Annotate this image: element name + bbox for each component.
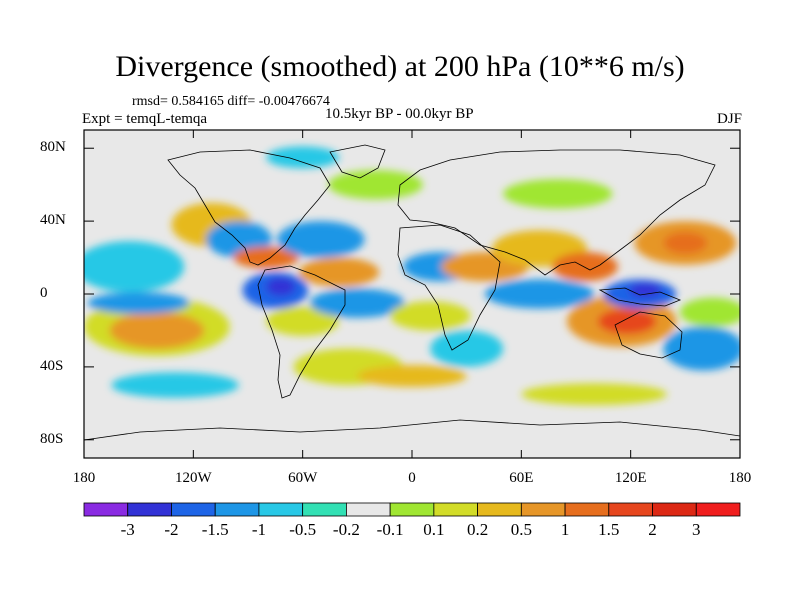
anomaly-region bbox=[309, 288, 405, 318]
anomaly-region bbox=[663, 232, 708, 254]
anomaly-region bbox=[628, 283, 662, 298]
colorbar-swatch bbox=[171, 502, 216, 517]
colorbar-tick-label: 0.2 bbox=[466, 520, 489, 539]
experiment-label: Expt = temqL-temqa bbox=[82, 111, 208, 127]
colorbar-swatch bbox=[477, 502, 522, 517]
lon-tick-label: 120W bbox=[174, 470, 212, 486]
colorbar-tick-label: -0.2 bbox=[332, 520, 360, 539]
map-frame bbox=[83, 129, 741, 459]
coastlines bbox=[84, 144, 740, 441]
period-label: 10.5kyr BP - 00.0kyr BP bbox=[325, 106, 474, 122]
rmsd-stats: rmsd= 0.584165 diff= -0.00476674 bbox=[132, 94, 330, 109]
anomaly-region bbox=[233, 246, 300, 269]
colorbar-swatch bbox=[520, 502, 566, 517]
colorbar-tick-label: -1.5 bbox=[201, 520, 229, 539]
colorbar-swatch bbox=[652, 502, 697, 517]
colorbar-tick-label: -2 bbox=[164, 520, 179, 539]
anomaly-region bbox=[266, 277, 296, 296]
colorbar-swatch bbox=[433, 502, 479, 517]
coast-eurasia bbox=[397, 149, 716, 276]
colorbar-swatch bbox=[214, 502, 260, 517]
colorbar-swatch bbox=[83, 502, 129, 517]
colorbar-swatch bbox=[389, 502, 435, 517]
coast-indonesia bbox=[598, 287, 682, 307]
coast-antarctica bbox=[84, 419, 740, 441]
anomaly-region bbox=[663, 326, 740, 371]
colorbar-swatch bbox=[127, 502, 172, 517]
colorbar-tick-label: -0.5 bbox=[289, 520, 317, 539]
lon-tick-label: 180 bbox=[72, 470, 96, 486]
coast-south-america bbox=[257, 265, 346, 399]
anomaly-region bbox=[87, 292, 190, 315]
colorbar-swatch bbox=[302, 502, 347, 517]
colorbar-tick-label: 3 bbox=[692, 520, 701, 539]
map-panel bbox=[83, 129, 741, 459]
anomaly-region bbox=[328, 170, 423, 200]
latitude-ticks bbox=[84, 147, 740, 441]
colorbar-tick-label: 0.1 bbox=[423, 520, 445, 539]
colorbar-tick-label: -1 bbox=[251, 520, 266, 539]
colorbar-swatch bbox=[564, 502, 610, 517]
colorbar-swatch bbox=[608, 502, 653, 517]
anomaly-region bbox=[109, 312, 205, 349]
anomaly-region bbox=[552, 252, 618, 282]
anomaly-region bbox=[266, 306, 340, 336]
colorbar-tick-label: -3 bbox=[120, 520, 135, 539]
anomaly-region bbox=[111, 372, 239, 398]
season-label: DJF bbox=[716, 111, 742, 127]
lat-tick-label: 40N bbox=[40, 212, 66, 229]
figure-title: Divergence (smoothed) at 200 hPa (10**6 … bbox=[115, 50, 685, 83]
lat-tick-label: 80N bbox=[40, 139, 66, 156]
colorbar-tick-label: 2 bbox=[648, 520, 657, 539]
lat-tick-label: 0 bbox=[40, 285, 48, 301]
colorbar-tick-label: -0.1 bbox=[376, 520, 404, 539]
anomaly-region bbox=[357, 365, 467, 387]
anomaly-region bbox=[84, 241, 185, 293]
anomaly-region bbox=[390, 301, 471, 331]
lon-tick-label: 60E bbox=[509, 470, 534, 486]
lon-tick-label: 0 bbox=[408, 470, 416, 486]
lat-tick-label: 80S bbox=[40, 430, 64, 447]
lon-tick-label: 120E bbox=[614, 470, 647, 486]
colorbar bbox=[83, 502, 741, 517]
anomaly-region bbox=[679, 297, 740, 327]
coast-africa bbox=[397, 224, 501, 351]
colorbar-tick-label: 1.5 bbox=[598, 520, 620, 539]
colorbar-swatch bbox=[695, 502, 741, 517]
colorbar-tick-label: 0.5 bbox=[510, 520, 532, 539]
anomaly-region bbox=[484, 279, 595, 309]
divergence-field bbox=[84, 146, 740, 406]
anomaly-region bbox=[299, 257, 380, 287]
lon-tick-label: 180 bbox=[728, 470, 752, 486]
anomaly-region bbox=[597, 308, 657, 335]
coast-greenland bbox=[329, 144, 386, 179]
colorbar-swatch bbox=[345, 502, 391, 517]
colorbar-tick-label: 1 bbox=[560, 520, 570, 539]
anomaly-region bbox=[430, 330, 504, 367]
lat-tick-label: 40S bbox=[40, 357, 64, 374]
coast-north-america bbox=[167, 149, 331, 266]
coast-australia bbox=[614, 311, 683, 359]
anomaly-region bbox=[503, 179, 613, 209]
anomaly-region bbox=[277, 221, 365, 258]
anomaly-region bbox=[521, 383, 668, 406]
anomaly-region bbox=[266, 146, 340, 169]
colorbar-swatch bbox=[258, 502, 304, 517]
lon-tick-label: 60W bbox=[288, 470, 318, 486]
